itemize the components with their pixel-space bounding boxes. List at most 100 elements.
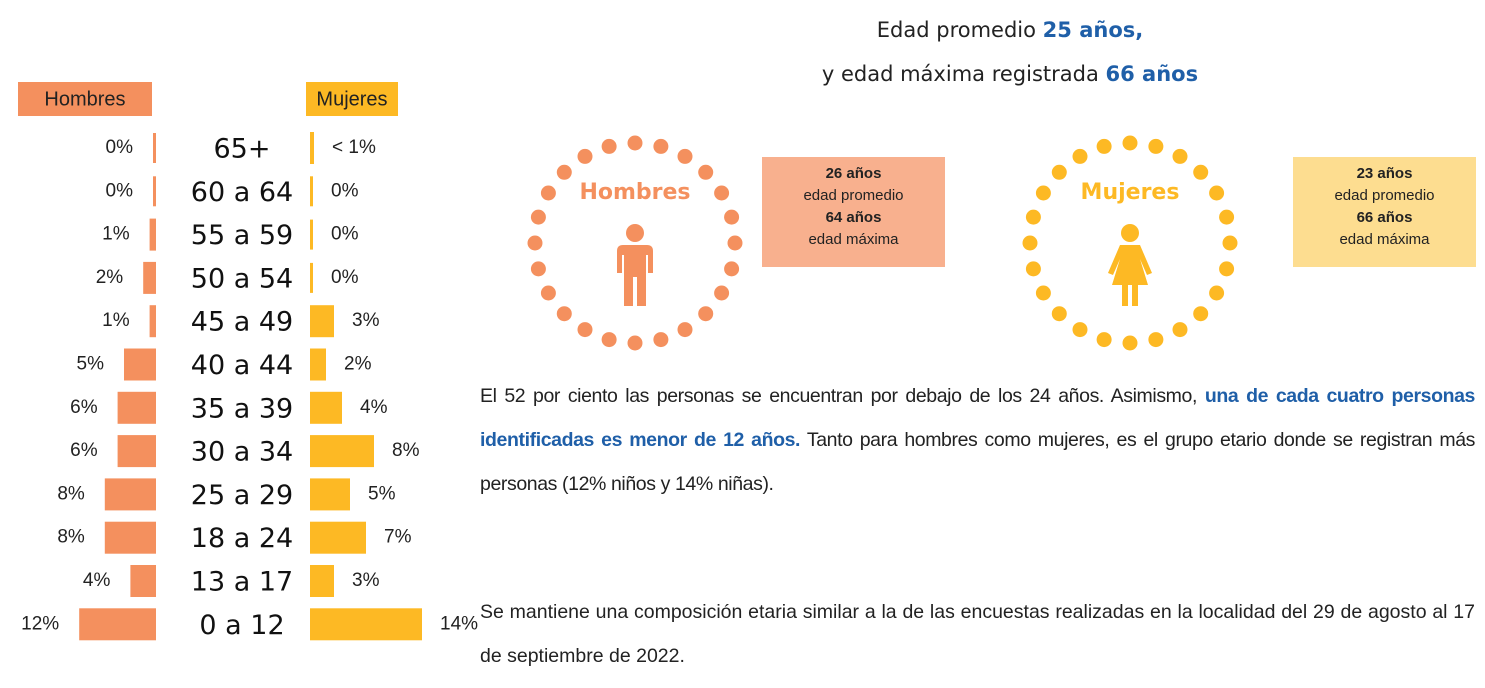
- avg-label: edad promedio: [1334, 187, 1435, 204]
- header-text: y edad máxima registrada: [821, 62, 1099, 86]
- decor-dot: [540, 285, 556, 301]
- value-label: 2%: [96, 267, 124, 288]
- bar: [310, 435, 374, 468]
- value-label: 3%: [352, 570, 380, 591]
- value-label: 7%: [384, 527, 412, 548]
- info-box: 23 años edad promedio 66 años edad máxima: [1293, 157, 1476, 267]
- value-label: 4%: [83, 570, 111, 591]
- value-label: 0%: [331, 224, 359, 245]
- decor-dot: [1193, 306, 1209, 322]
- value-label: 5%: [368, 483, 396, 504]
- category-label: 0 a 12: [199, 610, 284, 641]
- value-label: 8%: [57, 483, 85, 504]
- value-label: 0%: [106, 180, 134, 201]
- avg-age: 23 años: [1356, 165, 1413, 182]
- text: Tanto para hombres como mujeres, es el g…: [480, 429, 1475, 495]
- icon-head: [1121, 224, 1139, 242]
- decor-dot: [530, 209, 546, 225]
- value-label: 4%: [360, 397, 388, 418]
- decor-dot: [1096, 332, 1112, 348]
- decor-dot: [1051, 164, 1067, 180]
- decor-dot: [577, 148, 593, 164]
- bar: [310, 521, 366, 554]
- decor-dot: [1193, 164, 1209, 180]
- profile-label: Mujeres: [1081, 180, 1180, 205]
- value-label: 8%: [57, 527, 85, 548]
- decor-dot: [1209, 285, 1225, 301]
- value-label: 1%: [102, 224, 130, 245]
- value-label: 3%: [352, 310, 380, 331]
- decor-dot: [727, 235, 743, 251]
- max-age: 64 años: [825, 209, 882, 226]
- decor-dot: [1172, 148, 1188, 164]
- icon-body: [1108, 245, 1152, 306]
- bar: [143, 261, 156, 294]
- legend-swatch: [18, 82, 152, 116]
- decor-dot: [1222, 235, 1238, 251]
- bar: [79, 608, 156, 641]
- paragraph: Se mantiene una composición etaria simil…: [480, 590, 1475, 678]
- category-label: 65+: [214, 134, 271, 165]
- category-label: 45 a 49: [191, 307, 293, 338]
- avg-age: 26 años: [825, 165, 882, 182]
- decor-dot: [556, 164, 572, 180]
- decor-dot: [1051, 306, 1067, 322]
- header-highlight: 66 años: [1105, 62, 1199, 86]
- decor-dot: [1219, 209, 1235, 225]
- header-highlight: 25 años,: [1042, 18, 1144, 42]
- decor-dot: [530, 261, 546, 277]
- decor-dot: [1035, 285, 1051, 301]
- decor-dot: [601, 332, 617, 348]
- value-label: 6%: [70, 440, 98, 461]
- bar: [104, 478, 156, 511]
- decor-dot: [1122, 135, 1138, 151]
- category-label: 40 a 44: [191, 350, 293, 381]
- bar: [310, 608, 422, 641]
- category-label: 60 a 64: [191, 177, 293, 208]
- decor-dot: [1219, 261, 1235, 277]
- decor-dot: [653, 138, 669, 154]
- value-label: 0%: [331, 267, 359, 288]
- bar: [310, 478, 350, 511]
- decor-dot: [1209, 185, 1225, 201]
- category-label: 55 a 59: [191, 220, 293, 251]
- bar: [149, 218, 156, 251]
- decor-dot: [1172, 322, 1188, 338]
- avg-label: edad promedio: [803, 187, 904, 204]
- decor-dot: [577, 322, 593, 338]
- decor-dot: [556, 306, 572, 322]
- decor-dot: [698, 164, 714, 180]
- legend-label: Hombres: [44, 88, 125, 110]
- value-label: 0%: [106, 137, 134, 158]
- bar: [117, 391, 156, 424]
- value-label: 12%: [21, 613, 59, 634]
- decor-dot: [1022, 235, 1038, 251]
- bar: [310, 132, 314, 164]
- legend-swatch: [306, 82, 398, 116]
- icon-body: [617, 245, 653, 306]
- icon-head: [626, 224, 644, 242]
- bar: [130, 565, 156, 597]
- max-label: edad máxima: [808, 231, 899, 248]
- bar: [104, 521, 156, 554]
- category-label: 25 a 29: [191, 480, 293, 511]
- decor-dot: [698, 306, 714, 322]
- category-label: 30 a 34: [191, 437, 293, 468]
- decor-dot: [627, 335, 643, 351]
- value-label: < 1%: [332, 137, 376, 158]
- value-label: 14%: [440, 613, 478, 634]
- decor-dot: [724, 209, 740, 225]
- category-label: 35 a 39: [191, 393, 293, 424]
- header-text: Edad promedio: [876, 18, 1036, 42]
- decor-dot: [540, 185, 556, 201]
- header-line-2: y edad máxima registrada 66 años: [700, 62, 1320, 86]
- category-label: 50 a 54: [191, 263, 293, 294]
- decor-dot: [1035, 185, 1051, 201]
- profile-label: Hombres: [579, 180, 690, 205]
- decor-dot: [1122, 335, 1138, 351]
- highlight: una de cada cuatro personas identificada…: [480, 385, 1475, 451]
- header-line-1: Edad promedio 25 años,: [700, 18, 1320, 42]
- value-label: 6%: [70, 397, 98, 418]
- decor-dot: [627, 135, 643, 151]
